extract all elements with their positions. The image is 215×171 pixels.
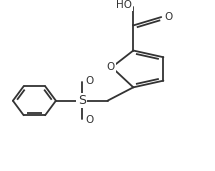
Text: O: O bbox=[86, 76, 94, 87]
Text: O: O bbox=[107, 62, 115, 72]
Text: O: O bbox=[86, 115, 94, 125]
Text: S: S bbox=[78, 94, 86, 107]
Text: O: O bbox=[164, 12, 172, 22]
Text: HO: HO bbox=[116, 0, 132, 10]
